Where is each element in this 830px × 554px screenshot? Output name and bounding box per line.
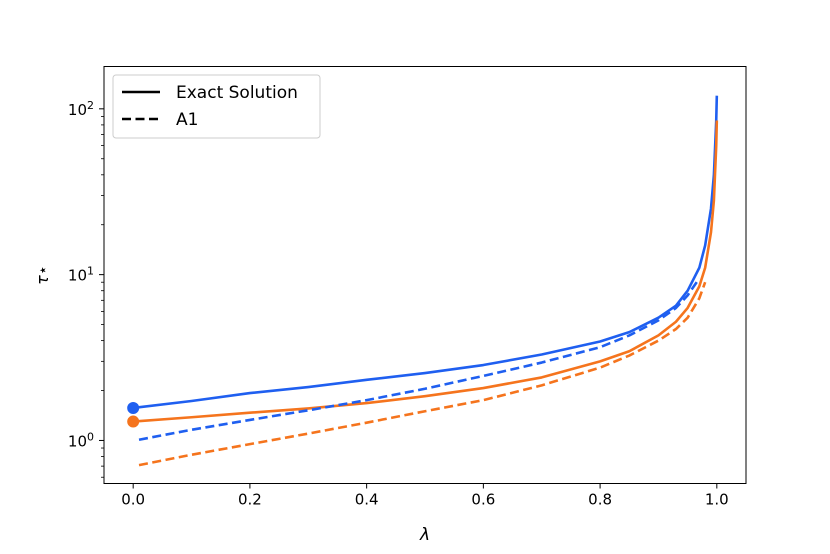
series-line-2 <box>138 277 701 442</box>
y-tick-label-1: 101 <box>68 264 94 285</box>
x-tick-label-1: 0.2 <box>238 491 262 509</box>
legend: Exact Solution A1 <box>112 74 321 139</box>
legend-label-1: A1 <box>176 110 198 130</box>
series-line-3 <box>138 281 707 467</box>
x-axis: 0.0 0.2 0.4 0.6 0.8 1.0 <box>121 483 729 509</box>
x-tick-label-0: 0.0 <box>121 491 145 509</box>
series-start-marker-0 <box>127 401 140 414</box>
x-tick-label-3: 0.6 <box>471 491 495 509</box>
y-tick-label-0: 100 <box>68 430 94 451</box>
series-line-0 <box>133 95 719 410</box>
series-line-1 <box>133 120 719 423</box>
x-tick-label-5: 1.0 <box>705 491 729 509</box>
x-tick-label-2: 0.4 <box>355 491 379 509</box>
legend-box <box>112 74 321 139</box>
y-tick-label-2: 102 <box>68 98 94 119</box>
y-axis-label: τ⋆ <box>33 265 52 285</box>
series-start-marker-1 <box>127 415 140 428</box>
series-layer <box>127 95 719 467</box>
legend-label-0: Exact Solution <box>176 83 298 103</box>
x-tick-label-4: 0.8 <box>588 491 612 509</box>
y-axis: 100 101 102 <box>68 98 104 478</box>
x-axis-label: λ <box>419 525 430 545</box>
